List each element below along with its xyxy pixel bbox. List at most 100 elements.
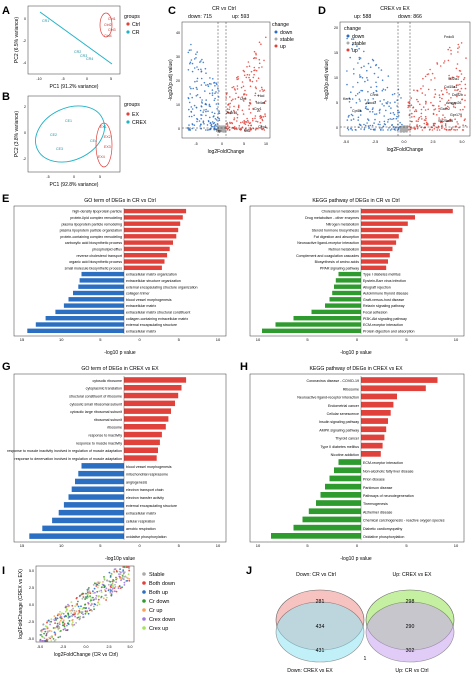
- volcano-point: [458, 46, 461, 48]
- bar-up: [361, 385, 426, 392]
- scatter-point: [45, 632, 48, 635]
- scatter-point: [116, 577, 118, 580]
- scatter-point: [128, 569, 131, 572]
- volcano-point: [187, 51, 190, 54]
- scatter-point: [104, 590, 107, 593]
- volcano-point: [454, 102, 456, 104]
- volcano-point: [383, 123, 386, 125]
- volcano-c-ytick: 20: [176, 79, 180, 83]
- volcano-point: [413, 127, 415, 129]
- volcano-point: [241, 81, 244, 83]
- volcano-point: [213, 128, 216, 131]
- volcano-point: [245, 76, 248, 79]
- scatter-point: [61, 612, 63, 614]
- volcano-point: [352, 86, 354, 88]
- bar-up: [124, 227, 179, 233]
- pca-a-legend-item: CR: [132, 30, 140, 36]
- volcano-point: [460, 80, 463, 83]
- volcano-point: [236, 116, 239, 119]
- volcano-point: [233, 117, 236, 119]
- bar-term-label: Chemical carcinogenesis - reactive oxyge…: [363, 519, 445, 523]
- volcano-point: [356, 81, 359, 84]
- volcano-point: [423, 122, 426, 125]
- bar-xtick: 0: [138, 337, 141, 342]
- go-g-title: GO term of DEGs in CREX vs EX: [81, 366, 159, 372]
- volcano-point: [368, 127, 370, 129]
- volcano-point: [428, 129, 431, 131]
- scatter-point: [87, 612, 90, 615]
- volcano-point: [366, 79, 369, 81]
- volcano-point: [363, 128, 366, 131]
- bar-down: [325, 303, 361, 308]
- volcano-point: [455, 67, 458, 70]
- volcano-point: [380, 128, 382, 131]
- volcano-point: [360, 128, 362, 130]
- volcano-point: [190, 115, 193, 118]
- volcano-point: [190, 43, 192, 46]
- scatter-i-xlabel: log2FoldChange (CR vs Ctrl): [54, 652, 119, 658]
- scatter-i-ytick: 5.0: [29, 569, 34, 573]
- volcano-point: [217, 87, 219, 89]
- scatter-point: [111, 582, 114, 585]
- bar-xtick: 5: [306, 337, 309, 342]
- scatter-point: [119, 587, 122, 589]
- pca-b-legend-title: groups: [124, 102, 140, 108]
- volcano-d-title: CREX vs EX: [380, 6, 410, 12]
- volcano-point: [207, 83, 209, 86]
- scatter-point: [122, 569, 125, 572]
- volcano-point: [394, 101, 396, 103]
- volcano-point: [372, 59, 375, 62]
- scatter-point: [43, 628, 45, 630]
- volcano-point: [464, 118, 466, 120]
- volcano-point: [454, 129, 457, 131]
- volcano-point: [381, 103, 384, 105]
- bar-term-label: response to denervation involved in regu…: [15, 457, 122, 461]
- volcano-point: [367, 99, 370, 101]
- volcano-point: [247, 124, 250, 127]
- panel-i-label: I: [2, 565, 5, 577]
- pca-a-xlabel: PC1 (91.2% variance): [50, 84, 99, 90]
- pca-a-legend-item: Ctrl: [132, 22, 140, 28]
- scatter-point: [59, 610, 61, 613]
- scatter-point: [84, 598, 86, 600]
- pca-a-ytick: 0: [24, 17, 26, 21]
- scatter-point: [102, 581, 104, 583]
- bar-down: [275, 322, 361, 327]
- volcano-point: [410, 104, 413, 106]
- bar-term-label: Allograft rejection: [363, 285, 391, 289]
- volcano-point: [402, 127, 405, 129]
- volcano-c-gene-label: Clrn1: [258, 125, 267, 129]
- volcano-point: [203, 109, 205, 111]
- scatter-point: [67, 603, 69, 606]
- legend-dot-crex: [126, 120, 130, 124]
- volcano-point: [372, 98, 375, 100]
- bar-up: [361, 259, 388, 264]
- volcano-point: [247, 61, 250, 63]
- volcano-point: [215, 119, 218, 121]
- volcano-d-gene-label: Gabr2: [440, 107, 450, 111]
- bar-xtick: 5: [405, 543, 408, 548]
- volcano-point: [249, 112, 252, 114]
- volcano-point: [346, 83, 348, 86]
- venn-count: 298: [406, 599, 415, 605]
- scatter-point: [84, 612, 87, 615]
- bar-up: [124, 208, 187, 214]
- volcano-point: [252, 57, 255, 60]
- volcano-point: [416, 98, 418, 101]
- volcano-point: [421, 118, 423, 120]
- bar-up: [361, 234, 399, 239]
- volcano-point: [443, 128, 446, 130]
- volcano-point: [228, 108, 230, 111]
- volcano-point: [367, 119, 370, 121]
- volcano-point: [189, 129, 191, 131]
- bar-up: [124, 259, 165, 264]
- volcano-point: [242, 85, 245, 88]
- volcano-point: [209, 77, 211, 79]
- volcano-d-ylabel: -log10(p.adj value): [324, 59, 330, 101]
- scatter-point: [92, 590, 94, 593]
- volcano-point: [264, 115, 267, 117]
- volcano-point: [382, 88, 385, 90]
- volcano-point: [458, 69, 461, 72]
- volcano-point: [198, 120, 201, 122]
- volcano-point: [241, 96, 243, 98]
